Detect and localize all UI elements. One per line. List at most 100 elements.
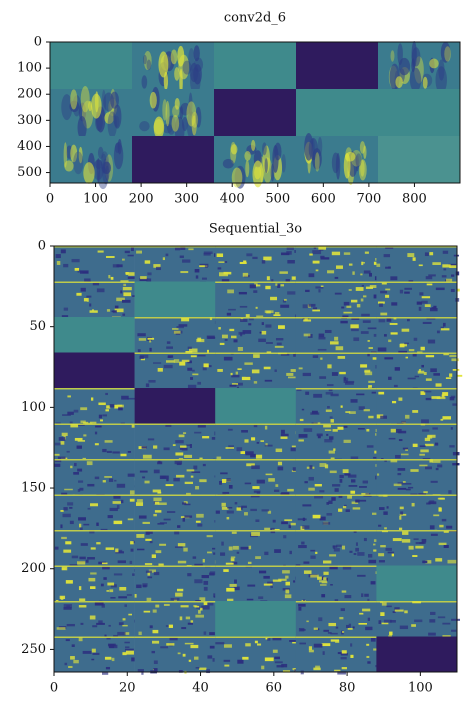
texture [352,507,361,510]
texture [304,132,314,161]
texture [163,447,170,451]
texture [153,469,160,474]
texture [190,67,201,95]
texture [80,420,86,424]
texture [298,434,308,438]
texture [64,488,73,491]
texture [174,97,180,110]
tile [376,494,458,531]
texture [104,476,112,478]
texture [376,246,458,248]
texture [152,609,157,613]
texture [361,492,370,496]
texture [112,264,120,268]
texture [247,561,252,565]
texture [165,360,175,363]
texture [301,541,305,545]
texture [61,432,68,437]
texture [414,375,420,378]
tile [295,530,377,566]
texture [128,272,135,276]
texture [261,260,266,264]
texture [261,509,269,512]
texture [412,443,418,448]
texture [376,317,458,319]
texture [102,161,111,175]
texture [134,594,137,598]
texture [117,631,126,636]
texture [270,530,276,534]
texture [226,587,235,592]
texture [73,151,84,175]
texture [347,474,357,478]
texture [177,525,181,528]
texture [376,281,458,283]
texture [179,68,183,96]
texture [236,551,240,554]
texture [318,336,326,340]
texture [145,531,150,535]
texture [367,327,377,330]
texture [345,382,354,385]
texture [203,251,213,254]
texture [430,368,437,373]
texture [195,614,204,618]
texture [249,284,256,289]
texture [153,362,162,364]
texture [339,371,346,375]
texture [176,588,184,592]
texture [70,465,73,469]
texture [334,276,339,279]
texture [140,276,147,280]
texture [268,478,275,482]
texture [451,629,457,632]
texture [252,160,264,188]
texture [282,570,290,574]
texture [139,278,148,281]
texture [143,610,151,613]
texture [246,463,255,467]
texture [248,323,252,326]
texture [54,530,135,532]
texture [360,364,368,368]
texture [78,637,83,642]
texture [172,444,176,447]
texture [173,330,181,334]
texture [102,565,110,570]
texture [264,444,273,447]
texture [442,250,449,254]
texture [163,71,169,91]
texture [377,301,385,304]
texture [348,263,353,266]
texture [452,403,457,406]
texture [78,102,87,122]
texture [280,436,288,439]
texture [83,162,95,184]
texture [295,636,377,638]
texture [376,263,381,267]
texture [309,465,313,470]
texture [197,523,203,527]
texture [366,428,370,432]
texture [358,406,365,410]
texture [436,396,446,400]
texture [157,522,165,525]
texture [73,659,79,664]
texture [385,547,392,551]
texture [346,305,352,308]
texture [274,369,277,372]
texture [151,554,156,559]
texture [303,333,311,337]
texture [329,436,334,440]
texture [319,376,327,379]
texture [179,255,184,258]
texture [111,657,115,662]
texture [425,466,432,470]
texture [251,437,256,441]
texture [378,319,386,323]
texture [118,549,123,553]
texture [242,330,252,334]
texture [281,429,285,434]
texture [109,507,118,512]
texture [310,574,319,578]
